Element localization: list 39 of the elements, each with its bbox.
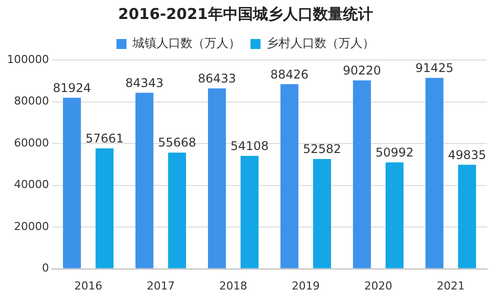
bar xyxy=(352,80,371,268)
data-label: 90220 xyxy=(342,64,382,78)
y-tick-label: 80000 xyxy=(14,94,49,108)
y-tick-label: 60000 xyxy=(14,136,49,150)
y-tick-label: 20000 xyxy=(14,220,49,233)
data-label: 88426 xyxy=(270,67,309,82)
data-label: 50992 xyxy=(375,145,414,160)
bar xyxy=(135,92,154,268)
bar xyxy=(425,78,444,268)
y-tick-label: 0 xyxy=(42,262,49,275)
bar xyxy=(62,98,81,268)
y-tick-label: 100000 xyxy=(6,52,49,66)
x-tick-label: 2019 xyxy=(292,279,320,292)
x-tick-label: 2018 xyxy=(219,279,248,292)
data-label: 91425 xyxy=(415,61,454,76)
data-label: 84343 xyxy=(125,76,164,90)
x-tick-label: 2017 xyxy=(146,279,175,292)
bar xyxy=(458,164,476,268)
data-label: 57661 xyxy=(85,132,124,146)
bar xyxy=(240,156,259,268)
chart-title: 2016-2021年中国城乡人口数量统计 xyxy=(118,4,373,23)
bar xyxy=(313,159,332,268)
bar xyxy=(96,148,114,268)
data-label: 49835 xyxy=(448,148,486,162)
data-label: 52582 xyxy=(302,142,342,156)
bar xyxy=(386,162,404,268)
data-label: 81924 xyxy=(52,80,92,95)
legend-label: 乡村人口数（万人） xyxy=(266,36,374,50)
x-tick-label: 2020 xyxy=(364,279,392,292)
bar xyxy=(168,152,186,268)
data-label: 55668 xyxy=(158,136,196,150)
legend-label: 城镇人口数（万人） xyxy=(132,36,240,50)
data-label: 86433 xyxy=(198,71,236,86)
x-tick-label: 2021 xyxy=(436,279,465,292)
x-tick-label: 2016 xyxy=(74,279,102,292)
bar xyxy=(280,84,298,268)
data-label: 54108 xyxy=(230,138,269,153)
y-tick-label: 40000 xyxy=(14,178,49,192)
bar xyxy=(208,88,226,268)
